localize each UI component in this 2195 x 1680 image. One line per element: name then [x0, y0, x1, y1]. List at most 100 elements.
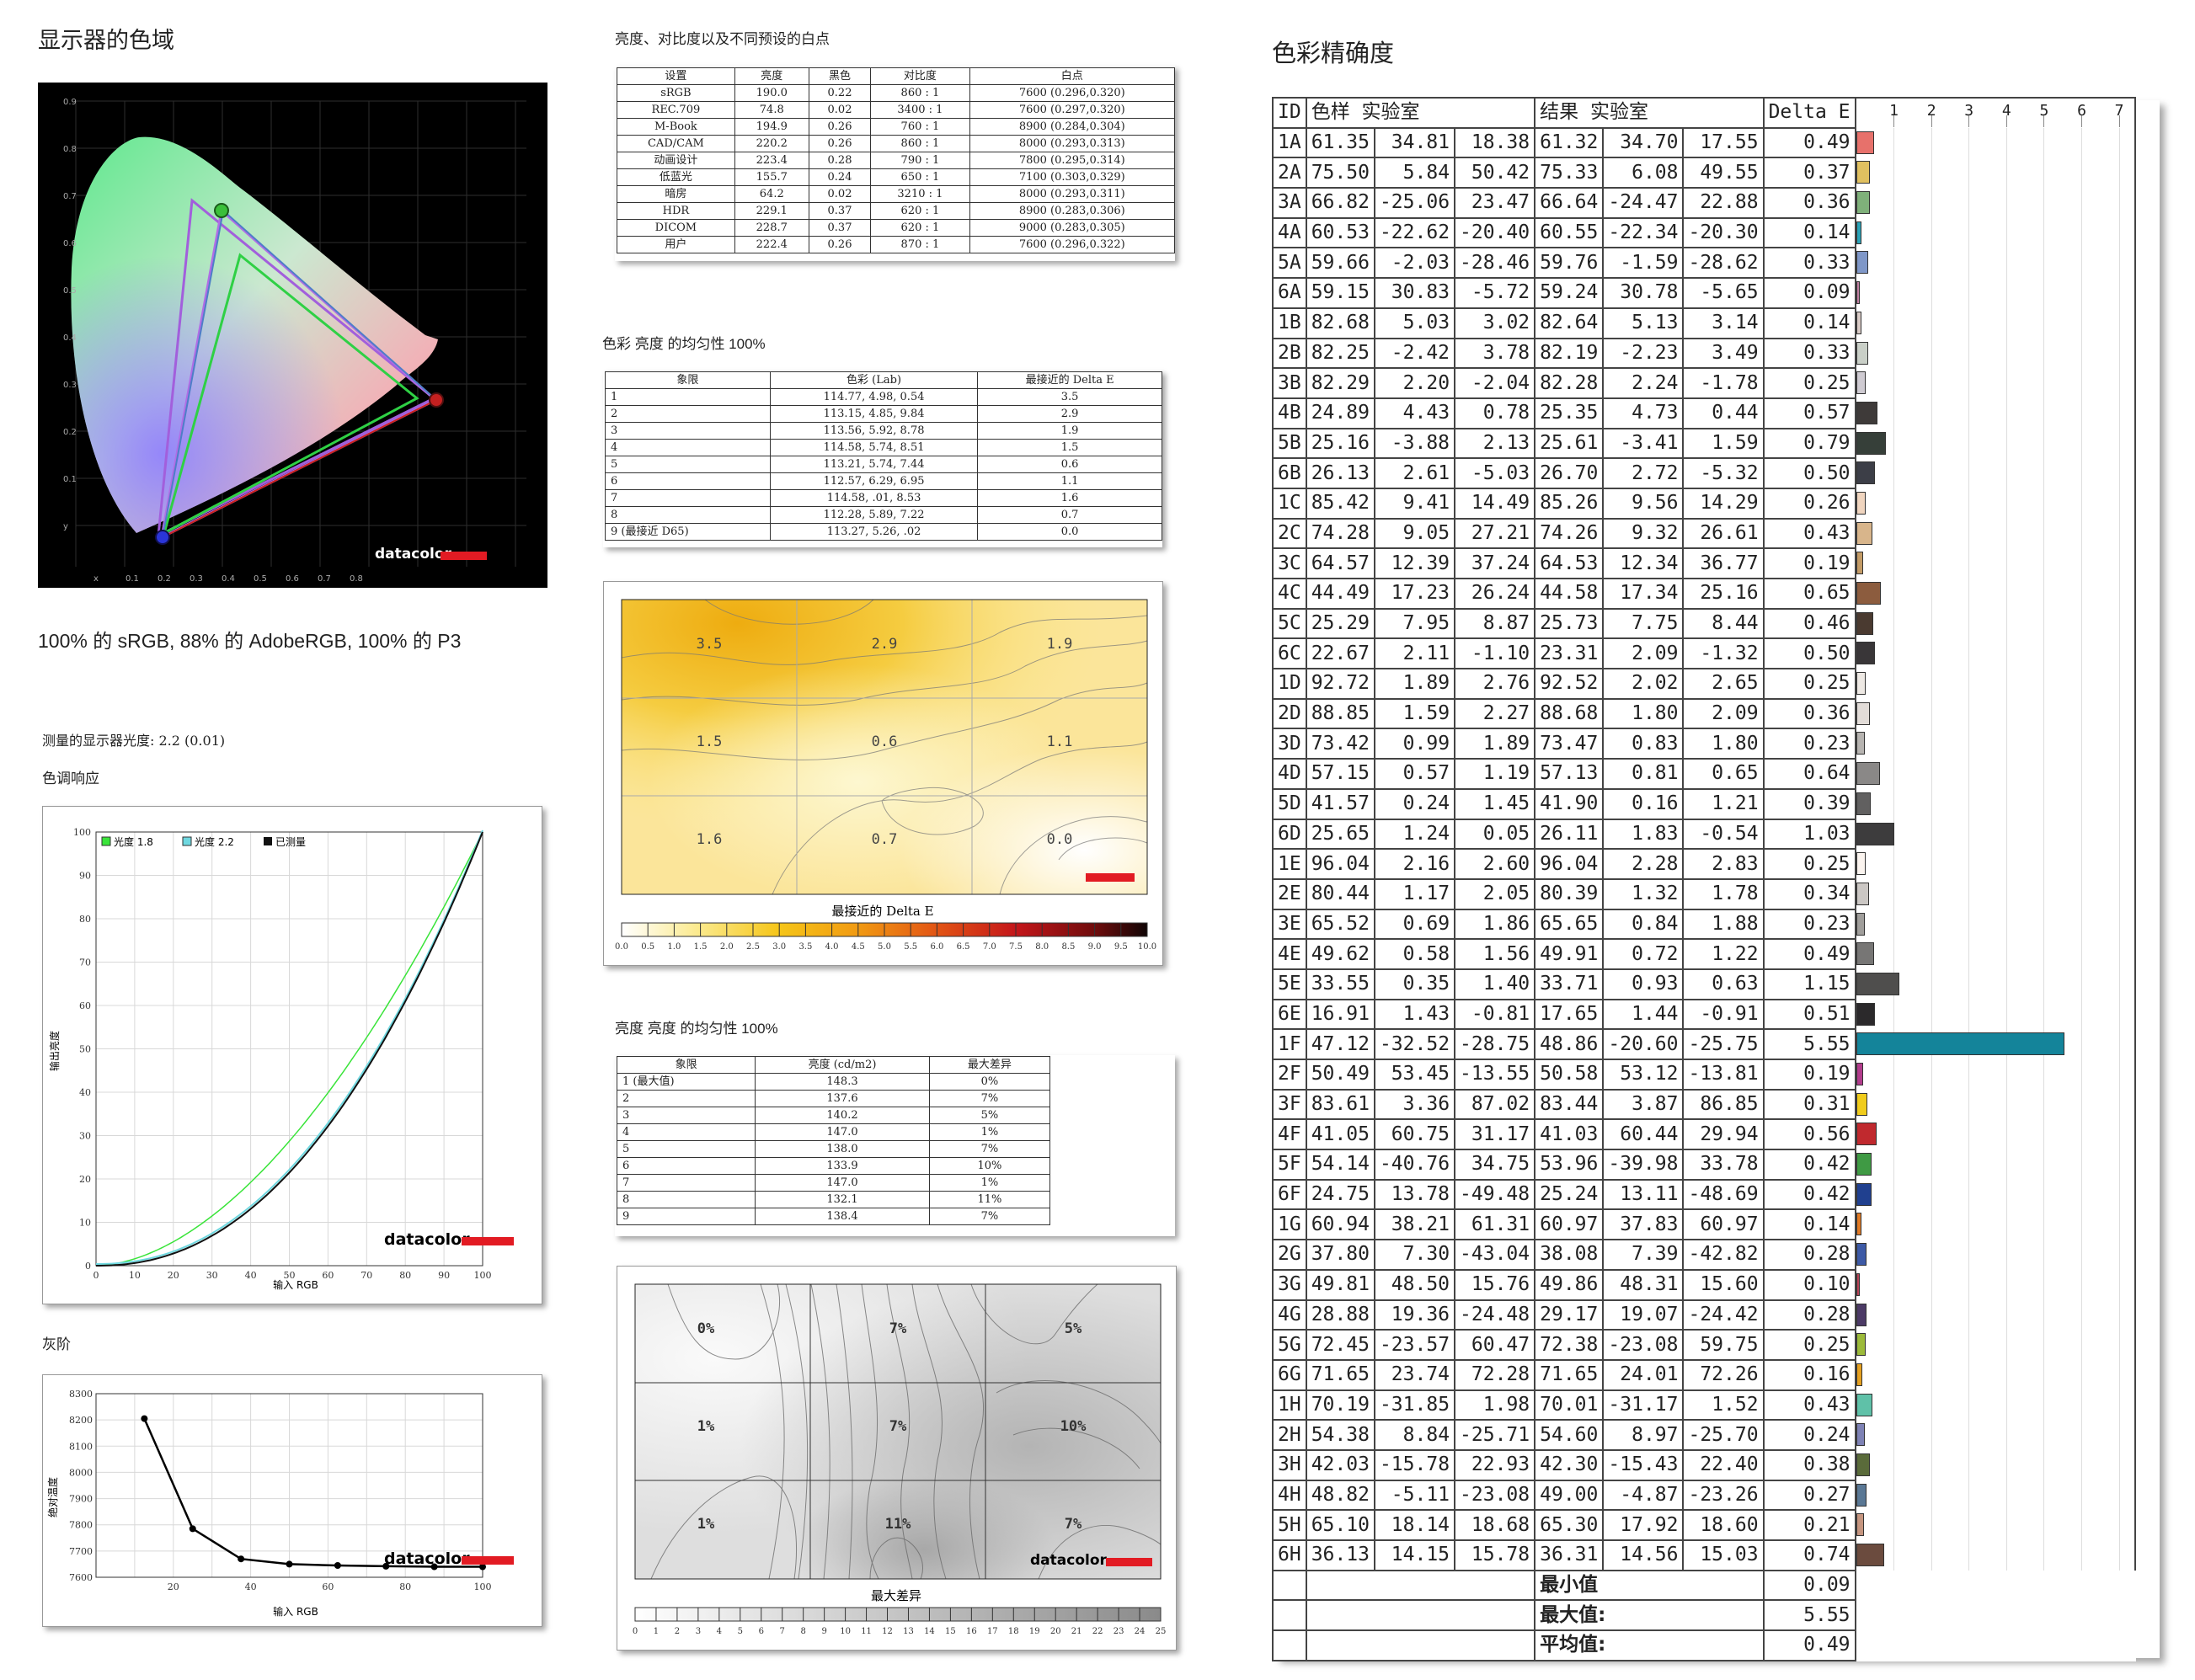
accuracy-gridline	[2005, 968, 2007, 1000]
measured-curve	[96, 831, 483, 1267]
accuracy-value: 0.31	[1762, 1088, 1856, 1121]
accuracy-gridline	[2081, 1240, 2083, 1270]
accuracy-row: 6G 71.65 23.74 72.28 71.65 24.01 72.26 0.16	[1272, 1358, 2136, 1391]
accuracy-gridline	[1968, 1149, 1970, 1180]
accuracy-id: 3F	[1272, 1088, 1307, 1121]
color_uniformity-cell: 3	[605, 422, 771, 440]
accuracy-gridline	[2081, 728, 2083, 760]
accuracy-value: 26.11	[1534, 818, 1605, 851]
accuracy-gridline	[2005, 819, 2007, 850]
accuracy-gridline	[2118, 248, 2120, 279]
accuracy-value: 2.83	[1682, 848, 1765, 880]
presets-cell: 870 : 1	[870, 236, 970, 253]
accuracy-id: 1B	[1272, 307, 1307, 339]
accuracy-value: 26.13	[1305, 457, 1375, 489]
color-uniformity-map-svg: 3.5 2.9 1.9 1.5 0.6 1.1 1.6 0.7 0.0 最接近的 Delta E…	[615, 599, 1156, 952]
accuracy-gridline	[1893, 1540, 1895, 1571]
accuracy-value: 24.01	[1602, 1358, 1685, 1391]
gamut-xtick: 0.8	[350, 574, 363, 584]
accuracy-gridline	[1968, 1449, 1970, 1480]
accuracy-gridline	[2081, 248, 2083, 279]
accuracy-value: 70.19	[1305, 1389, 1375, 1421]
lum_uniformity-cell: 138.4	[755, 1208, 930, 1225]
gamma-2-2-curve	[96, 829, 483, 1265]
accuracy-gridline	[1931, 217, 1932, 248]
table-row: 2 137.6 7%	[616, 1090, 1051, 1107]
presets-cell: 低蓝光	[617, 168, 735, 186]
presets-cell: 7800 (0.295,0.314)	[969, 152, 1176, 169]
accuracy-gridline	[1931, 1540, 1932, 1571]
accuracy-value: 49.81	[1305, 1268, 1375, 1301]
accuracy-gridline	[2081, 428, 2083, 459]
table-row: 9 (最接近 D65) 113.27, 5.26, .02 0.0	[605, 523, 1162, 541]
lum_uniformity-cell: 10%	[928, 1157, 1051, 1175]
color_uniformity-cell: 112.57, 6.29, 6.95	[769, 472, 979, 490]
lu-scale-tick: 15	[945, 1627, 956, 1636]
accuracy-value: 1.22	[1682, 938, 1765, 970]
accuracy-value: 0.26	[1762, 487, 1856, 520]
accuracy-value: 31.17	[1454, 1118, 1536, 1151]
accuracy-value: 37.80	[1305, 1239, 1375, 1271]
gs-point	[286, 1560, 293, 1568]
accuracy-gridline	[2043, 428, 2045, 459]
accuracy-gridline	[2081, 217, 2083, 248]
accuracy-axis-tick: 7	[2114, 102, 2124, 120]
delta-e-bar	[1856, 1213, 1861, 1236]
accuracy-value: 61.31	[1454, 1208, 1536, 1241]
gs-plot-frame	[95, 1393, 483, 1578]
delta-e-bar	[1856, 642, 1875, 665]
lum_uniformity-cell: 2	[616, 1090, 756, 1107]
accuracy-value: 36.13	[1305, 1539, 1375, 1571]
lum_uniformity-cell: 8	[616, 1191, 756, 1208]
gamma-ytick: 40	[79, 1087, 91, 1098]
cu-scale-tick: 2.5	[746, 942, 760, 952]
delta-e-bar	[1856, 792, 1871, 815]
accuracy-bar-cell	[1854, 1449, 2136, 1480]
accuracy-row: 3A 66.82 -25.06 23.47 66.64 -24.47 22.88 0.36	[1272, 187, 2136, 219]
accuracy-gridline	[2043, 1449, 2045, 1480]
accuracy-gridline	[2081, 1330, 2083, 1360]
delta-e-bar	[1856, 732, 1865, 755]
accuracy-value: 2.72	[1602, 457, 1685, 489]
presets-cell: 0.24	[808, 168, 872, 186]
accuracy-value: 0.35	[1373, 968, 1456, 1000]
color_uniformity-cell: 0.6	[977, 456, 1162, 473]
accuracy-bar-cell	[1854, 488, 2136, 519]
accuracy-gridline	[2081, 819, 2083, 850]
accuracy-value: 0.25	[1762, 848, 1856, 880]
accuracy-gridline	[2081, 669, 2083, 699]
gamma-ytick: 0	[85, 1261, 91, 1272]
gamut-xtick: 0.1	[126, 574, 139, 584]
accuracy-gridline	[2118, 1330, 2120, 1360]
accuracy-value: 0.69	[1373, 908, 1456, 941]
lu-scale-tick: 10	[840, 1627, 851, 1636]
accuracy-value: 0.44	[1682, 397, 1765, 429]
color_uniformity-cell: 0.0	[977, 523, 1162, 541]
accuracy-value: 1.80	[1602, 697, 1685, 730]
accuracy-value: 41.03	[1534, 1118, 1605, 1151]
cu-scale-tick: 9.5	[1114, 942, 1128, 952]
gamut-xtick: 0.4	[222, 574, 235, 584]
accuracy-gridline	[1968, 968, 1970, 1000]
accuracy-bar-cell	[1854, 188, 2136, 218]
accuracy-value: 0.65	[1762, 578, 1856, 610]
accuracy-gridline	[1968, 788, 1970, 819]
delta-e-bar	[1856, 251, 1869, 275]
accuracy-value: 3.87	[1602, 1088, 1685, 1121]
accuracy-gridline	[2118, 939, 2120, 969]
accuracy-gridline	[2118, 1179, 2120, 1210]
color-uniformity-map-label: 2.9	[872, 636, 898, 653]
accuracy-gridline	[1893, 1389, 1895, 1421]
accuracy-id: 2H	[1272, 1419, 1307, 1451]
accuracy-gridline	[2043, 1179, 2045, 1210]
accuracy-gridline	[1931, 788, 1932, 819]
accuracy-gridline	[2005, 307, 2007, 339]
accuracy-value: 0.09	[1762, 277, 1856, 309]
accuracy-gridline	[2081, 1209, 2083, 1240]
table-row: 6 133.9 10%	[616, 1157, 1051, 1175]
accuracy-axis-tick: 4	[2001, 102, 2011, 120]
accuracy-row: 3H 42.03 -15.78 22.93 42.30 -15.43 22.40 0.38	[1272, 1448, 2136, 1481]
accuracy-row: 1F 47.12 -32.52 -28.75 48.86 -20.60 -25.75 5.55	[1272, 1028, 2136, 1060]
accuracy-gridline	[2081, 458, 2083, 488]
accuracy-gridline	[1931, 157, 1932, 189]
